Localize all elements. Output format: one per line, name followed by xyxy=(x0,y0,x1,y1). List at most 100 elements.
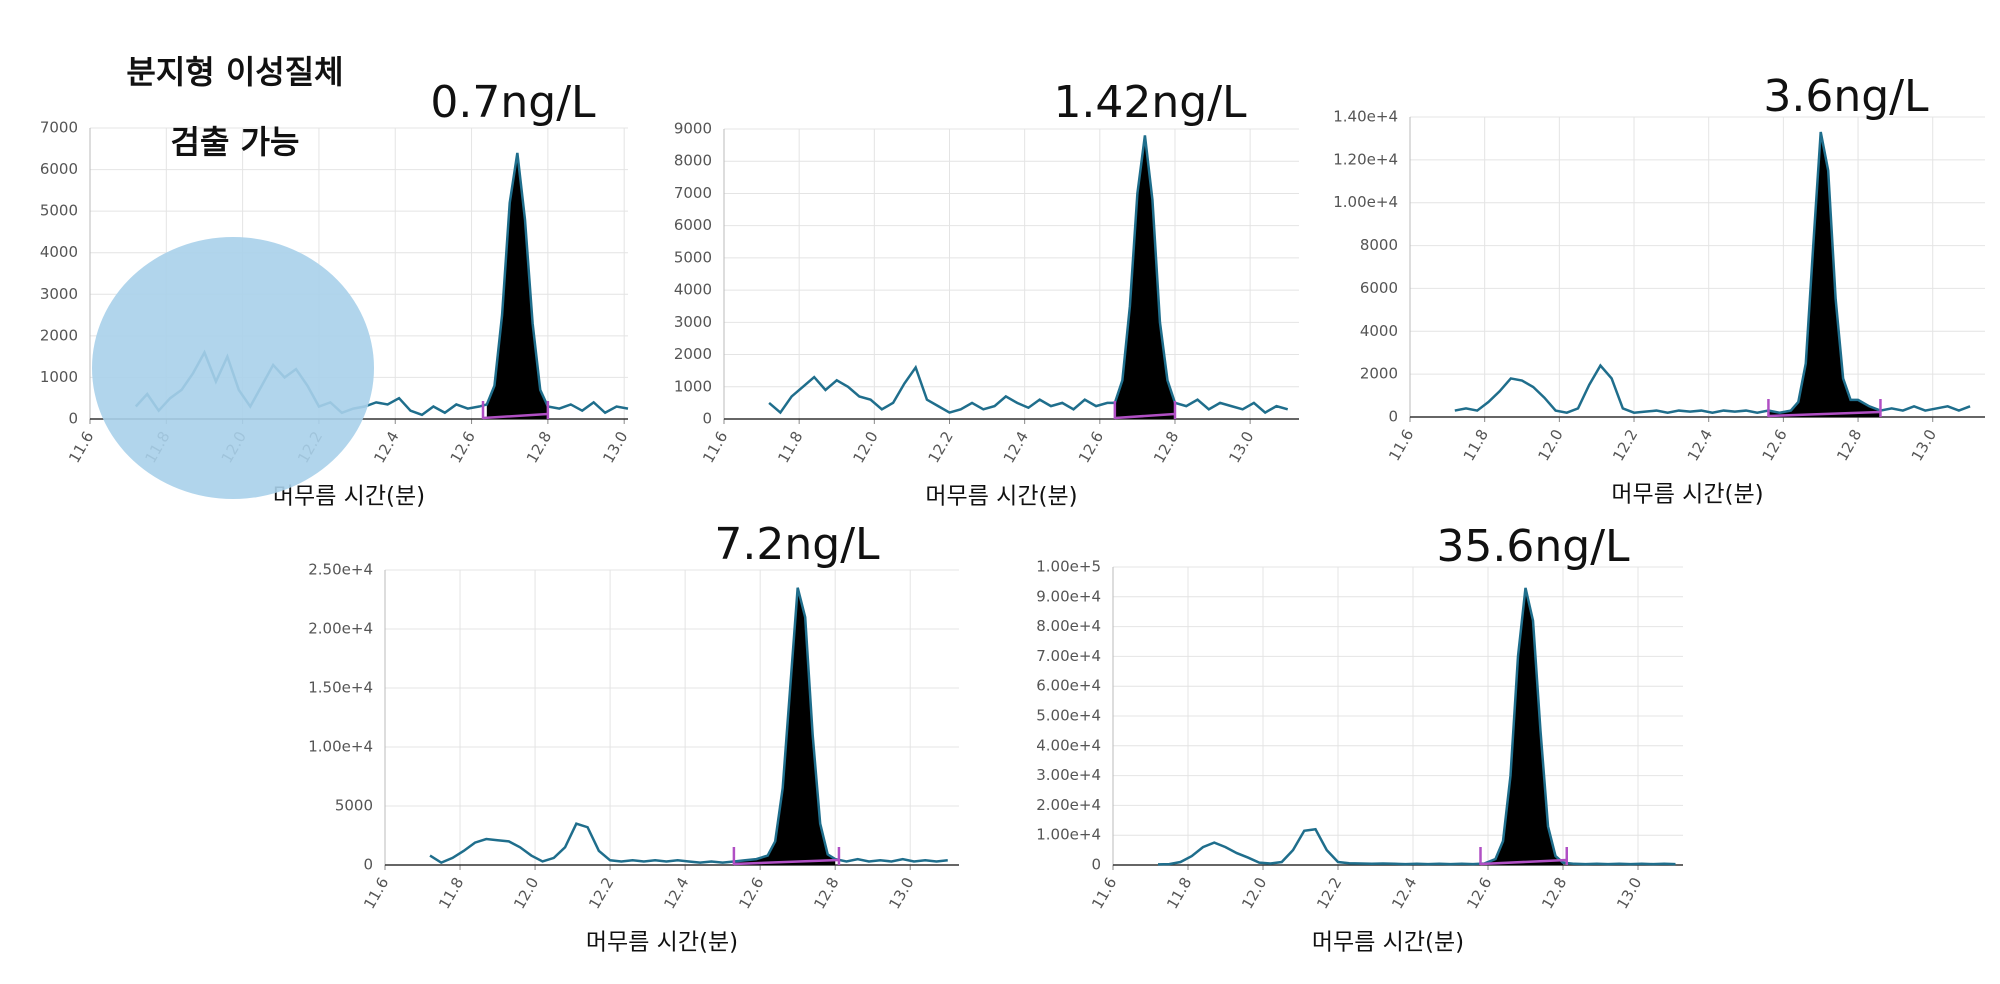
x-tick-label: 13.0 xyxy=(1908,426,1940,464)
x-tick-label: 12.0 xyxy=(849,428,881,466)
chart-title: 7.2ng/L xyxy=(714,519,880,570)
highlight-circle xyxy=(92,237,374,499)
chromatogram-line xyxy=(1454,131,1971,415)
peak-area xyxy=(1114,135,1175,419)
y-tick-label: 2000 xyxy=(1360,365,1398,383)
y-tick-label: 1.50e+4 xyxy=(308,679,373,697)
chart-panel: 0 1000 2000 3000 4000 5000 6000 7000 8000 9000 11.… xyxy=(674,77,1299,510)
x-tick-label: 12.0 xyxy=(1238,874,1270,912)
x-axis-label: 머무름 시간(분) xyxy=(1312,930,1464,956)
x-tick-label: 13.0 xyxy=(1613,874,1645,912)
y-tick-label: 0 xyxy=(702,410,712,428)
y-tick-label: 2000 xyxy=(40,326,78,344)
peak-area xyxy=(1484,587,1563,865)
y-tick-label: 3000 xyxy=(40,285,78,303)
y-tick-label: 0 xyxy=(68,410,78,428)
x-axis-label: 머무름 시간(분) xyxy=(586,930,738,956)
x-tick-label: 12.0 xyxy=(510,874,542,912)
y-tick-label: 2.00e+4 xyxy=(308,620,373,638)
chromatogram-line xyxy=(768,135,1289,415)
y-tick-label: 1.00e+4 xyxy=(1036,826,1101,844)
y-tick-label: 1000 xyxy=(40,368,78,386)
x-tick-label: 12.0 xyxy=(1534,426,1566,464)
x-tick-label: 11.6 xyxy=(1385,426,1417,464)
chart-panel: 0 2000 4000 6000 8000 1.00e+4 1.20e+4 1.40e+4 11… xyxy=(1333,71,1985,508)
y-tick-label: 4000 xyxy=(1360,322,1398,340)
x-tick-label: 12.4 xyxy=(660,874,692,912)
y-tick-label: 0 xyxy=(363,856,373,874)
y-tick-label: 4.00e+4 xyxy=(1036,736,1101,754)
peak-area xyxy=(1768,132,1881,417)
integration-baseline xyxy=(482,412,548,420)
y-tick-label: 1.20e+4 xyxy=(1333,150,1398,168)
chart-title: 35.6ng/L xyxy=(1436,521,1630,572)
annotation: 분지형 이성질체 xyxy=(126,53,343,91)
chart-panel: 0 1.00e+4 2.00e+4 3.00e+4 4.00e+4 5.00e+4 6.00… xyxy=(1036,521,1683,956)
y-tick-label: 4000 xyxy=(674,281,712,299)
x-tick-label: 13.0 xyxy=(599,428,631,466)
y-tick-label: 0 xyxy=(1388,408,1398,426)
x-tick-label: 11.6 xyxy=(1088,874,1120,912)
integration-baseline xyxy=(1480,858,1567,866)
x-tick-label: 12.8 xyxy=(1538,874,1570,912)
x-axis-label: 머무름 시간(분) xyxy=(273,484,425,510)
y-tick-label: 3000 xyxy=(674,313,712,331)
x-tick-label: 13.0 xyxy=(885,874,917,912)
y-tick-label: 5000 xyxy=(335,797,373,815)
y-tick-label: 6000 xyxy=(40,160,78,178)
y-tick-label: 9.00e+4 xyxy=(1036,587,1101,605)
y-tick-label: 1.00e+4 xyxy=(1333,193,1398,211)
y-tick-label: 8.00e+4 xyxy=(1036,617,1101,635)
peak-area xyxy=(486,152,548,419)
y-tick-label: 7000 xyxy=(40,119,78,137)
y-tick-label: 1.00e+5 xyxy=(1036,558,1101,576)
peak-area xyxy=(733,587,836,865)
y-tick-label: 4000 xyxy=(40,243,78,261)
x-tick-label: 11.8 xyxy=(1163,874,1195,912)
y-tick-label: 2.00e+4 xyxy=(1036,796,1101,814)
chromatogram-line xyxy=(1157,587,1676,866)
x-tick-label: 12.2 xyxy=(1609,426,1641,464)
x-tick-label: 12.4 xyxy=(1684,426,1716,464)
y-tick-label: 0 xyxy=(1091,856,1101,874)
x-tick-label: 12.2 xyxy=(925,428,957,466)
x-tick-label: 11.8 xyxy=(435,874,467,912)
x-tick-label: 11.8 xyxy=(1460,426,1492,464)
chart-title: 1.42ng/L xyxy=(1053,77,1247,128)
x-tick-label: 12.2 xyxy=(585,874,617,912)
x-tick-label: 11.6 xyxy=(65,428,97,466)
y-tick-label: 1.00e+4 xyxy=(308,738,373,756)
x-tick-label: 11.6 xyxy=(360,874,392,912)
x-tick-label: 12.4 xyxy=(370,428,402,466)
y-tick-label: 6000 xyxy=(674,216,712,234)
chart-title: 3.6ng/L xyxy=(1763,71,1929,122)
y-tick-label: 5.00e+4 xyxy=(1036,707,1101,725)
y-tick-label: 9000 xyxy=(674,120,712,138)
x-tick-label: 11.6 xyxy=(699,428,731,466)
x-tick-label: 12.4 xyxy=(1388,874,1420,912)
y-tick-label: 2.50e+4 xyxy=(308,561,373,579)
y-tick-label: 6.00e+4 xyxy=(1036,677,1101,695)
x-tick-label: 12.8 xyxy=(810,874,842,912)
integration-baseline xyxy=(733,858,839,866)
x-tick-label: 12.6 xyxy=(1758,426,1790,464)
y-tick-label: 8000 xyxy=(674,152,712,170)
x-tick-label: 12.8 xyxy=(1833,426,1865,464)
integration-baseline xyxy=(1114,412,1176,420)
y-tick-label: 1.40e+4 xyxy=(1333,108,1398,126)
x-tick-label: 13.0 xyxy=(1225,428,1257,466)
x-tick-label: 12.2 xyxy=(1313,874,1345,912)
x-tick-label: 12.8 xyxy=(523,428,555,466)
y-tick-label: 7.00e+4 xyxy=(1036,647,1101,665)
x-axis-label: 머무름 시간(분) xyxy=(1611,482,1763,508)
x-tick-label: 12.4 xyxy=(1000,428,1032,466)
y-tick-label: 6000 xyxy=(1360,279,1398,297)
x-tick-label: 12.8 xyxy=(1150,428,1182,466)
x-tick-label: 11.8 xyxy=(774,428,806,466)
chart-title: 0.7ng/L xyxy=(430,77,596,128)
integration-baseline xyxy=(1768,410,1881,418)
x-tick-label: 12.6 xyxy=(447,428,479,466)
y-tick-label: 8000 xyxy=(1360,236,1398,254)
y-tick-label: 5000 xyxy=(40,202,78,220)
